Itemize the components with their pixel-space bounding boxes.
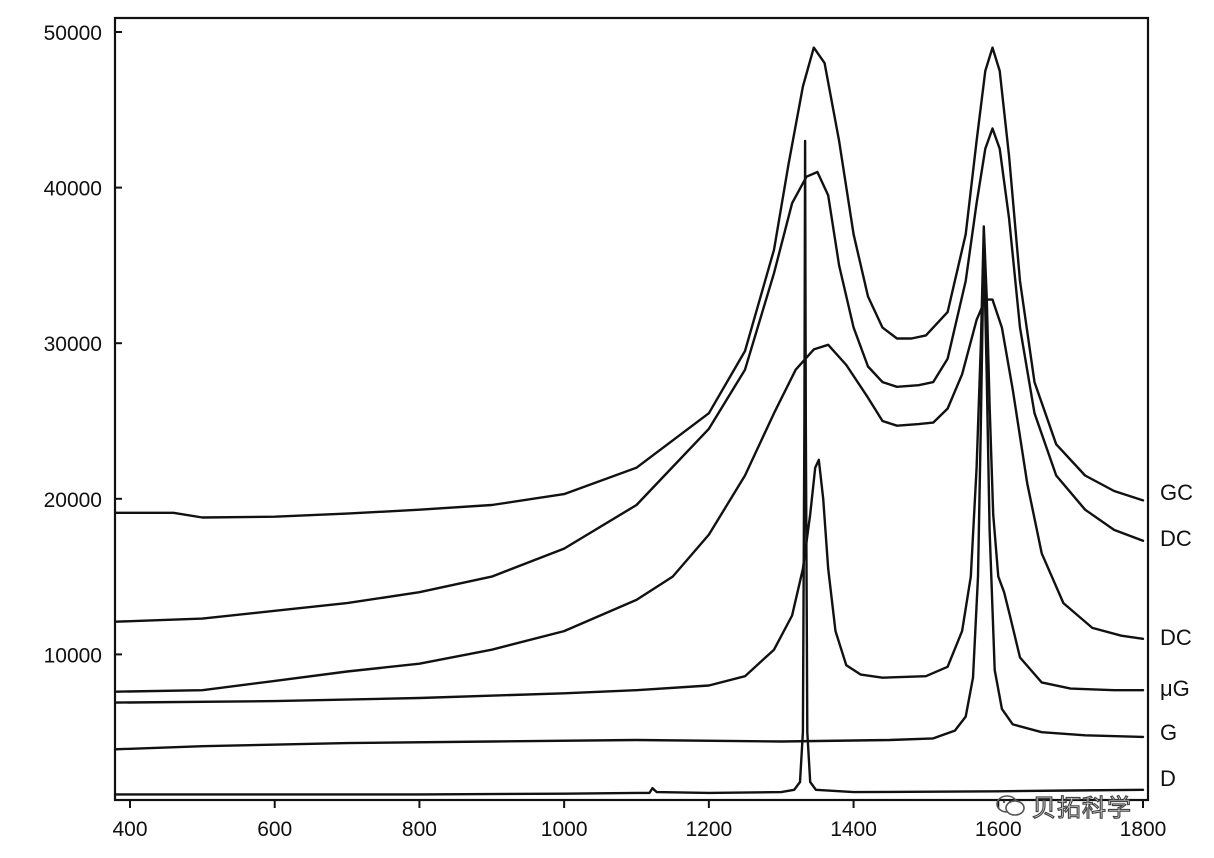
series-label-1: DC	[1160, 526, 1192, 551]
x-tick-label: 1600	[975, 818, 1022, 841]
plot-frame	[113, 16, 1150, 802]
y-tick-label: 40000	[44, 178, 102, 201]
series-label-3: μG	[1160, 676, 1190, 701]
axis-ticks: 400 600 800 1000 1200 1400 1600 1800 10000 20000 3…	[44, 22, 1167, 841]
y-tick-label: 50000	[44, 22, 102, 45]
series-label-5: D	[1160, 766, 1176, 791]
y-tick-label: 30000	[44, 333, 102, 356]
series-label-4: G	[1160, 720, 1177, 745]
x-tick-label: 1400	[830, 818, 877, 841]
series-line-3	[114, 225, 1145, 704]
plot-border	[113, 16, 1150, 802]
x-tick-label: 400	[112, 818, 147, 841]
x-tick-label: 1000	[541, 818, 588, 841]
series-line-0	[114, 46, 1145, 519]
watermark: 贝拓科学	[996, 788, 1132, 823]
series-line-2	[114, 298, 1145, 693]
y-tick-label: 10000	[44, 644, 102, 667]
series-line-4	[114, 240, 1145, 751]
y-tick-label: 20000	[44, 489, 102, 512]
series-label-2: DC	[1160, 625, 1192, 650]
x-tick-label: 800	[402, 818, 437, 841]
wechat-icon	[996, 794, 1025, 816]
series-label-0: GC	[1160, 480, 1193, 505]
series-curves	[114, 46, 1145, 796]
watermark-text: 贝拓科学	[1031, 793, 1132, 822]
x-tick-label: 1200	[685, 818, 732, 841]
x-tick-label: 1800	[1120, 818, 1167, 841]
series-line-5	[114, 139, 1145, 796]
x-tick-label: 600	[257, 818, 292, 841]
series-line-1	[114, 127, 1145, 623]
series-labels: GC DC DC μG GD	[1160, 480, 1193, 791]
